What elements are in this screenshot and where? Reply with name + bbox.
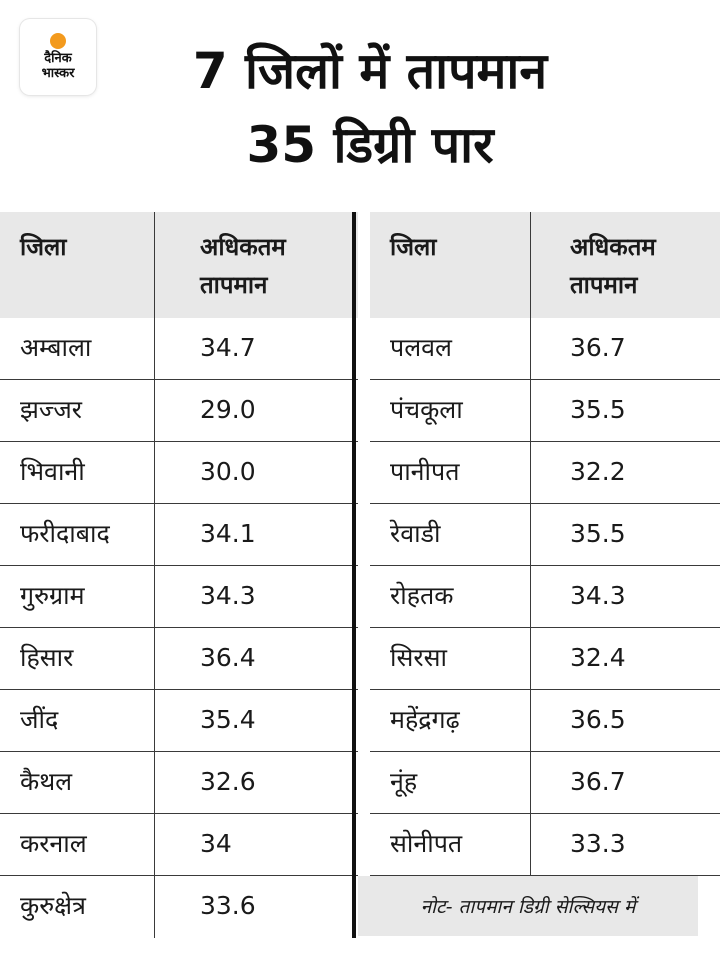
table-row: पंचकूला 35.5 bbox=[370, 380, 720, 442]
max-temperature: 35.5 bbox=[570, 395, 626, 424]
column-divider bbox=[530, 752, 531, 813]
max-temperature: 35.5 bbox=[570, 519, 626, 548]
table-row: अम्बाला 34.7 bbox=[0, 318, 358, 380]
column-divider bbox=[154, 212, 155, 318]
max-temperature: 33.3 bbox=[570, 829, 626, 858]
header-max-temp-line-2: तापमान bbox=[200, 271, 268, 299]
column-divider bbox=[154, 814, 155, 875]
district-name: पानीपत bbox=[390, 457, 460, 486]
district-name: गुरुग्राम bbox=[20, 581, 85, 610]
column-divider bbox=[530, 628, 531, 689]
district-name: फरीदाबाद bbox=[20, 519, 110, 548]
header-max-temp: अधिकतम तापमान bbox=[570, 228, 656, 304]
column-divider bbox=[530, 814, 531, 875]
column-divider bbox=[530, 380, 531, 441]
page-title: 7 जिलों में तापमान 35 डिग्री पार bbox=[110, 34, 630, 182]
table-row: नूंह 36.7 bbox=[370, 752, 720, 814]
district-name: सिरसा bbox=[390, 643, 447, 672]
max-temperature: 36.4 bbox=[200, 643, 256, 672]
table-row: हिसार 36.4 bbox=[0, 628, 358, 690]
column-divider bbox=[530, 504, 531, 565]
column-divider bbox=[530, 566, 531, 627]
max-temperature: 34.3 bbox=[570, 581, 626, 610]
district-name: महेंद्रगढ़ bbox=[390, 705, 460, 734]
max-temperature: 32.4 bbox=[570, 643, 626, 672]
district-name: कुरुक्षेत्र bbox=[20, 891, 86, 920]
header-max-temp-line-1: अधिकतम bbox=[570, 233, 656, 261]
right-table-header: जिला अधिकतम तापमान bbox=[370, 212, 720, 318]
district-name: अम्बाला bbox=[20, 333, 92, 362]
column-divider bbox=[530, 690, 531, 751]
note-text: नोट- तापमान डिग्री सेल्सियस में bbox=[358, 876, 698, 936]
table-row: कैथल 32.6 bbox=[0, 752, 358, 814]
max-temperature: 34.3 bbox=[200, 581, 256, 610]
max-temperature: 36.7 bbox=[570, 767, 626, 796]
logo-line-1: दैनिक bbox=[44, 51, 72, 66]
max-temperature: 29.0 bbox=[200, 395, 256, 424]
district-name: पलवल bbox=[390, 333, 453, 362]
table-row: पलवल 36.7 bbox=[370, 318, 720, 380]
column-divider bbox=[154, 690, 155, 751]
title-line-1: 7 जिलों में तापमान bbox=[192, 42, 548, 100]
dainik-bhaskar-logo: दैनिक भास्कर bbox=[20, 19, 96, 95]
district-name: कैथल bbox=[20, 767, 73, 796]
header-district: जिला bbox=[390, 233, 437, 261]
table-row: करनाल 34 bbox=[0, 814, 358, 876]
max-temperature: 33.6 bbox=[200, 891, 256, 920]
header-district: जिला bbox=[20, 233, 67, 261]
right-table: जिला अधिकतम तापमान पलवल 36.7 पंचकूला 35.5 पा… bbox=[370, 212, 720, 876]
left-table-header: जिला अधिकतम तापमान bbox=[0, 212, 358, 318]
column-divider bbox=[530, 212, 531, 318]
column-divider bbox=[154, 566, 155, 627]
table-row: रेवाडी 35.5 bbox=[370, 504, 720, 566]
max-temperature: 32.6 bbox=[200, 767, 256, 796]
sun-icon bbox=[50, 33, 66, 49]
table-row: सिरसा 32.4 bbox=[370, 628, 720, 690]
district-name: रोहतक bbox=[390, 581, 454, 610]
table-row: गुरुग्राम 34.3 bbox=[0, 566, 358, 628]
table-row: झज्जर 29.0 bbox=[0, 380, 358, 442]
district-name: पंचकूला bbox=[390, 395, 463, 424]
max-temperature: 36.7 bbox=[570, 333, 626, 362]
column-divider bbox=[154, 380, 155, 441]
table-row: जींद 35.4 bbox=[0, 690, 358, 752]
table-row: भिवानी 30.0 bbox=[0, 442, 358, 504]
column-divider bbox=[154, 752, 155, 813]
max-temperature: 36.5 bbox=[570, 705, 626, 734]
header-max-temp-line-1: अधिकतम bbox=[200, 233, 286, 261]
district-name: सोनीपत bbox=[390, 829, 463, 858]
column-divider bbox=[154, 504, 155, 565]
column-divider bbox=[530, 442, 531, 503]
max-temperature: 34.7 bbox=[200, 333, 256, 362]
table-row: पानीपत 32.2 bbox=[370, 442, 720, 504]
max-temperature: 32.2 bbox=[570, 457, 626, 486]
title-line-2: 35 डिग्री पार bbox=[246, 116, 494, 174]
column-divider bbox=[530, 318, 531, 379]
column-divider bbox=[154, 628, 155, 689]
table-row: सोनीपत 33.3 bbox=[370, 814, 720, 876]
column-divider bbox=[154, 318, 155, 379]
table-row: कुरुक्षेत्र 33.6 bbox=[0, 876, 358, 938]
max-temperature: 34 bbox=[200, 829, 232, 858]
table-row: फरीदाबाद 34.1 bbox=[0, 504, 358, 566]
max-temperature: 30.0 bbox=[200, 457, 256, 486]
header-max-temp-line-2: तापमान bbox=[570, 271, 638, 299]
header-max-temp: अधिकतम तापमान bbox=[200, 228, 286, 304]
district-name: करनाल bbox=[20, 829, 87, 858]
column-divider bbox=[154, 876, 155, 938]
column-divider bbox=[154, 442, 155, 503]
max-temperature: 35.4 bbox=[200, 705, 256, 734]
district-name: नूंह bbox=[390, 767, 418, 796]
district-name: रेवाडी bbox=[390, 519, 441, 548]
table-row: महेंद्रगढ़ 36.5 bbox=[370, 690, 720, 752]
max-temperature: 34.1 bbox=[200, 519, 256, 548]
left-table: जिला अधिकतम तापमान अम्बाला 34.7 झज्जर 29.0 भ… bbox=[0, 212, 358, 938]
panel-divider bbox=[352, 212, 356, 938]
logo-line-2: भास्कर bbox=[41, 66, 75, 81]
district-name: हिसार bbox=[20, 643, 74, 672]
district-name: झज्जर bbox=[20, 395, 82, 424]
district-name: जींद bbox=[20, 705, 59, 734]
table-row: रोहतक 34.3 bbox=[370, 566, 720, 628]
district-name: भिवानी bbox=[20, 457, 85, 486]
